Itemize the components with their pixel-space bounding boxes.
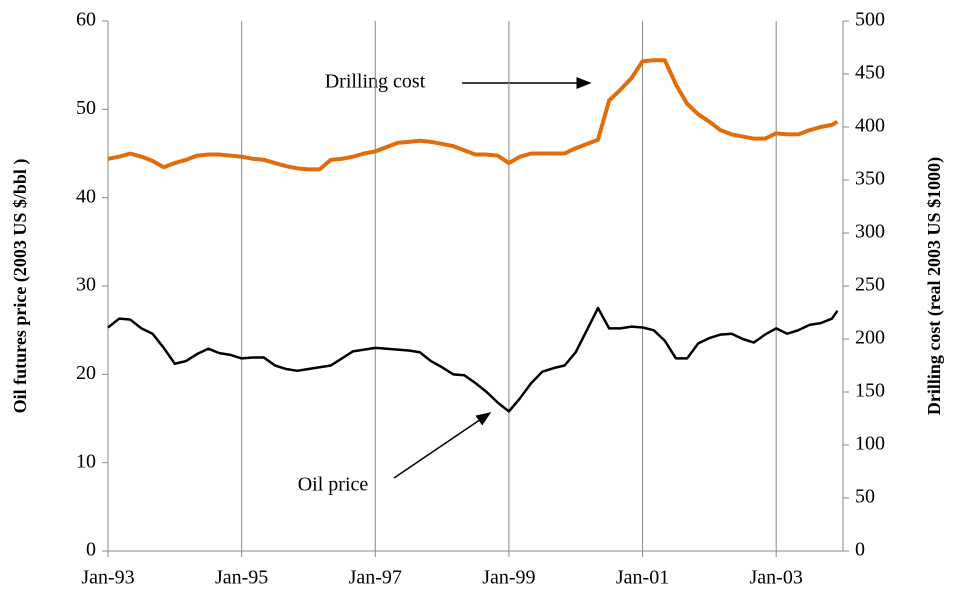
x-tick-label: Jan-99	[482, 567, 535, 589]
y-tick-label: 20	[76, 362, 96, 384]
y-tick-label: 60	[76, 9, 96, 31]
x-tick-label: Jan-97	[349, 567, 402, 589]
y2-tick-label: 150	[855, 380, 885, 402]
x-tick-label: Jan-93	[81, 567, 134, 589]
y2-tick-label: 450	[855, 62, 885, 84]
y2-tick-label: 200	[855, 327, 885, 349]
x-tick-label: Jan-95	[215, 567, 268, 589]
y-tick-label: 10	[76, 450, 96, 472]
x-tick-label: Jan-03	[750, 567, 803, 589]
x-tick-label: Jan-01	[616, 567, 669, 589]
y2-tick-label: 250	[855, 274, 885, 296]
y2-axis-title: Drilling cost (real 2003 US $1000)	[924, 157, 945, 415]
y2-tick-label: 100	[855, 433, 885, 455]
y-axis-title: Oil futures price (2003 US $/bbl )	[10, 159, 31, 414]
y2-tick-label: 300	[855, 221, 885, 243]
annotation: Oil price	[298, 474, 369, 496]
y2-tick-label: 350	[855, 168, 885, 190]
y-tick-label: 40	[76, 185, 96, 207]
series-line	[107, 306, 839, 413]
y2-tick-label: 500	[855, 9, 885, 31]
annotation-arrow	[393, 412, 492, 479]
y2-tick-label: 0	[855, 539, 865, 561]
y2-tick-label: 50	[855, 486, 875, 508]
series-line	[107, 58, 839, 172]
y2-tick-label: 400	[855, 115, 885, 137]
y-tick-label: 0	[86, 539, 96, 561]
y-tick-label: 30	[76, 274, 96, 296]
y-tick-label: 50	[76, 97, 96, 119]
